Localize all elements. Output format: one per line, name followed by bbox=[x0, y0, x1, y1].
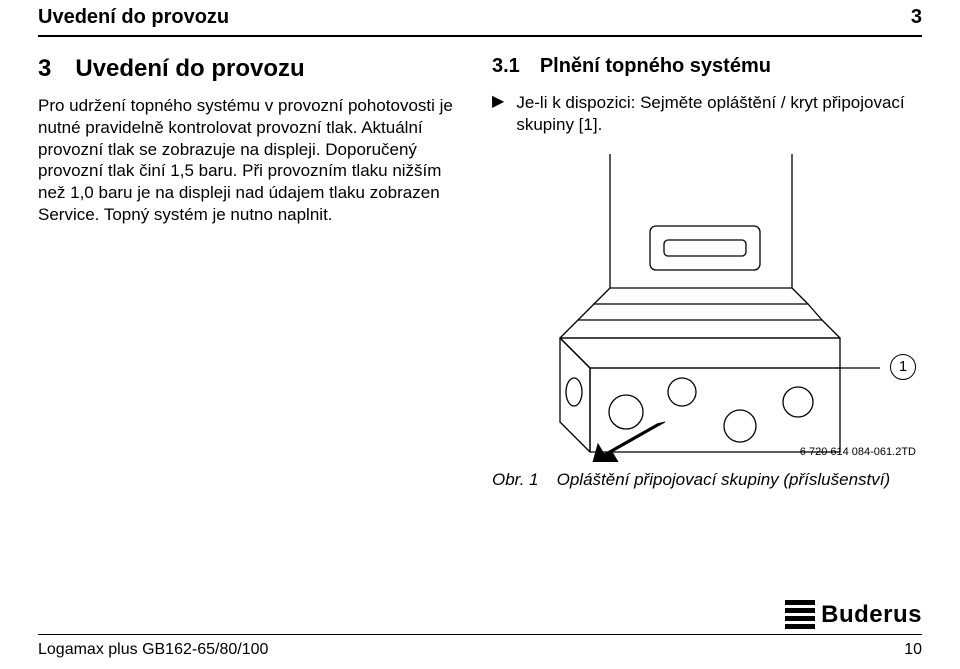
page-footer: Logamax plus GB162-65/80/100 10 bbox=[38, 634, 922, 659]
figure-caption-text: Opláštění připojovací skupiny (příslušen… bbox=[557, 470, 891, 490]
footer-model: Logamax plus GB162-65/80/100 bbox=[38, 641, 268, 659]
intro-paragraph: Pro udržení topného systému v provozní p… bbox=[38, 95, 456, 226]
subsection-heading: 3.1 Plnění topného systému bbox=[492, 55, 922, 78]
figure-caption-label: Obr. 1 bbox=[492, 470, 539, 490]
page-header: Uvedení do provozu 3 bbox=[38, 0, 922, 37]
left-column: 3 Uvedení do provozu Pro udržení topného … bbox=[38, 55, 456, 490]
figure-1: 1 6 720 614 084-061.2TD bbox=[492, 154, 922, 462]
instruction-step: ▶ Je-li k dispozici: Sejměte opláštění /… bbox=[492, 92, 922, 136]
brand-logo: Buderus bbox=[785, 600, 922, 629]
content-columns: 3 Uvedení do provozu Pro udržení topného … bbox=[38, 37, 922, 490]
footer-page-number: 10 bbox=[904, 641, 922, 659]
figure-callout-1: 1 bbox=[890, 354, 916, 380]
section-heading-number: 3 bbox=[38, 55, 51, 82]
right-column: 3.1 Plnění topného systému ▶ Je-li k disp… bbox=[492, 55, 922, 490]
instruction-text: Je-li k dispozici: Sejměte opláštění / k… bbox=[516, 92, 922, 136]
brand-bars-icon bbox=[785, 600, 815, 629]
brand-name: Buderus bbox=[821, 601, 922, 629]
play-icon: ▶ bbox=[492, 92, 504, 136]
header-title: Uvedení do provozu bbox=[38, 6, 229, 29]
subsection-heading-text: Plnění topného systému bbox=[540, 55, 771, 77]
section-heading: 3 Uvedení do provozu bbox=[38, 55, 456, 83]
figure-drawing-id: 6 720 614 084-061.2TD bbox=[800, 446, 916, 458]
subsection-heading-number: 3.1 bbox=[492, 55, 520, 77]
header-section-number: 3 bbox=[911, 6, 922, 29]
figure-1-drawing bbox=[492, 154, 922, 462]
page: Uvedení do provozu 3 3Uvedení do provozu… bbox=[0, 0, 960, 669]
section-heading-text: Uvedení do provozu bbox=[75, 55, 304, 82]
callout-number: 1 bbox=[890, 354, 916, 380]
figure-caption: Obr. 1 Opláštění připojovací skupiny (př… bbox=[492, 470, 922, 490]
